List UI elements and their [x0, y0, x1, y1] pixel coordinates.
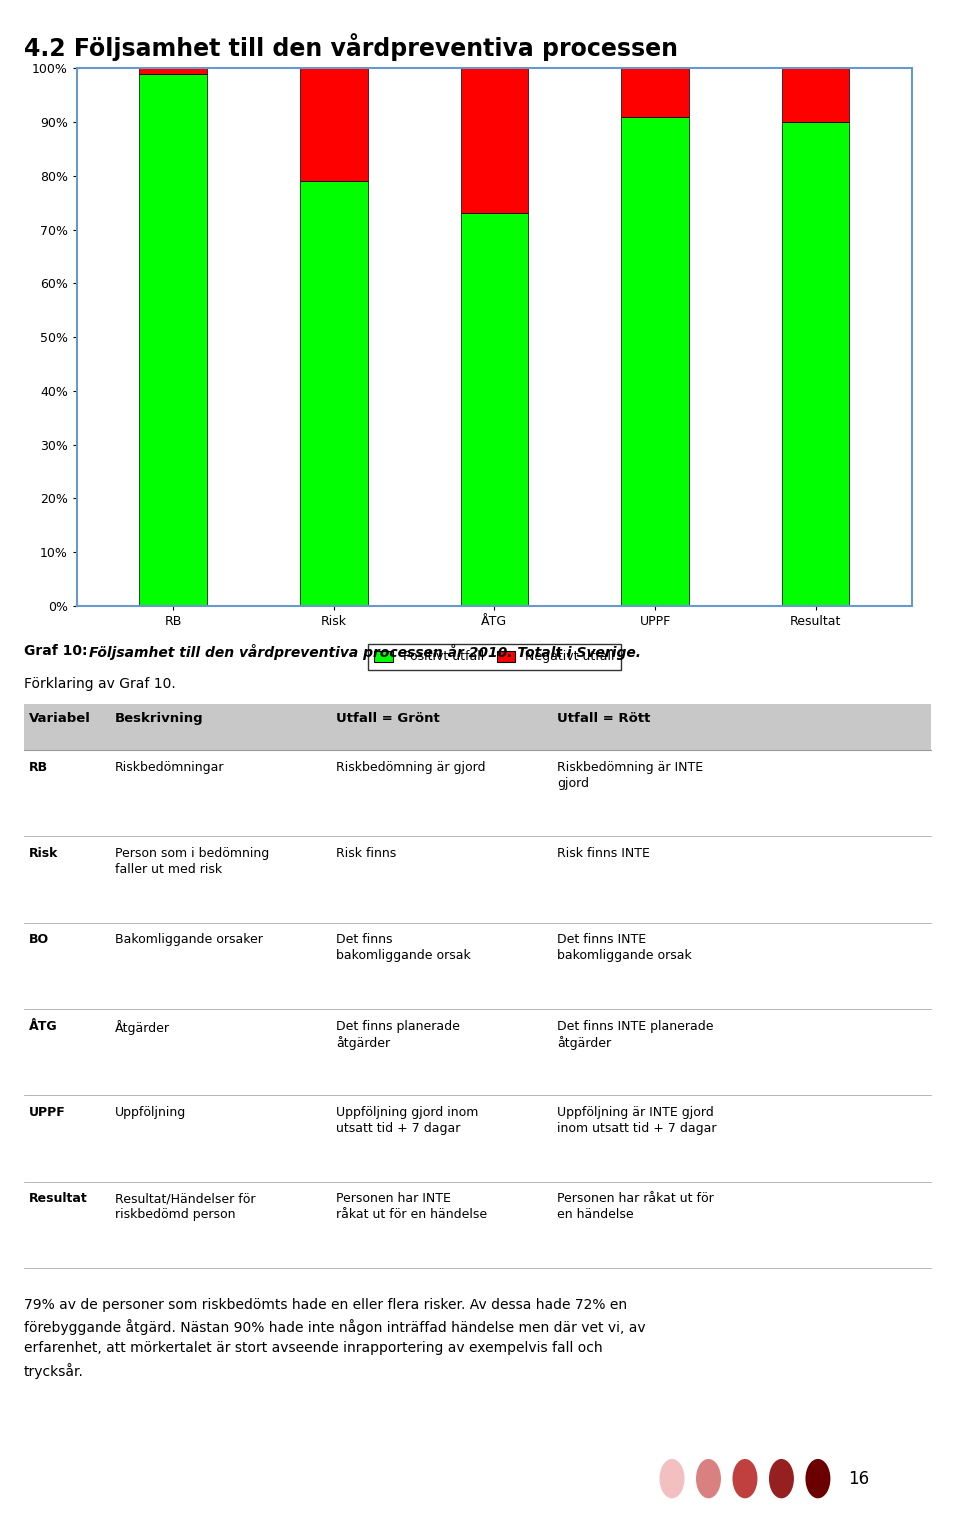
- Text: 79% av de personer som riskbedömts hade en eller flera risker. Av dessa hade 72%: 79% av de personer som riskbedömts hade …: [24, 1298, 646, 1379]
- Bar: [461, 68, 528, 214]
- Bar: [781, 123, 850, 606]
- Text: Riskbedömningar: Riskbedömningar: [115, 761, 225, 774]
- Text: Utfall = Rött: Utfall = Rött: [557, 712, 650, 726]
- Text: Det finns INTE planerade
åtgärder: Det finns INTE planerade åtgärder: [557, 1020, 713, 1050]
- Text: Det finns
bakomliggande orsak: Det finns bakomliggande orsak: [336, 933, 470, 962]
- Text: Förklaring av Graf 10.: Förklaring av Graf 10.: [24, 677, 176, 691]
- Text: Åtgärder: Åtgärder: [115, 1020, 170, 1035]
- Bar: [139, 68, 207, 74]
- Text: Följsamhet till den vårdpreventiva processen år 2010. Totalt i Sverige.: Följsamhet till den vårdpreventiva proce…: [89, 644, 641, 661]
- Text: Person som i bedömning
faller ut med risk: Person som i bedömning faller ut med ris…: [115, 847, 270, 876]
- Bar: [621, 117, 688, 606]
- Text: UPPF: UPPF: [29, 1106, 65, 1120]
- Text: Riskbedömning är gjord: Riskbedömning är gjord: [336, 761, 486, 774]
- Text: Uppföljning: Uppföljning: [115, 1106, 186, 1120]
- Text: BO: BO: [29, 933, 49, 947]
- Text: Risk: Risk: [29, 847, 59, 861]
- Legend: Positivt utfall, Negativt utfall: Positivt utfall, Negativt utfall: [368, 644, 621, 670]
- Bar: [781, 68, 850, 123]
- Text: ÅTG: ÅTG: [29, 1020, 58, 1033]
- Text: RB: RB: [29, 761, 48, 774]
- Bar: [300, 68, 368, 182]
- Text: Uppföljning gjord inom
utsatt tid + 7 dagar: Uppföljning gjord inom utsatt tid + 7 da…: [336, 1106, 478, 1135]
- Text: Beskrivning: Beskrivning: [115, 712, 204, 726]
- Text: Resultat/Händelser för
riskbedömd person: Resultat/Händelser för riskbedömd person: [115, 1192, 255, 1221]
- Text: Riskbedömning är INTE
gjord: Riskbedömning är INTE gjord: [557, 761, 703, 789]
- Bar: [300, 182, 368, 606]
- Text: Graf 10:: Graf 10:: [24, 644, 92, 658]
- Text: Variabel: Variabel: [29, 712, 90, 726]
- Text: Utfall = Grönt: Utfall = Grönt: [336, 712, 440, 726]
- Text: Resultat: Resultat: [29, 1192, 87, 1206]
- Text: Det finns INTE
bakomliggande orsak: Det finns INTE bakomliggande orsak: [557, 933, 691, 962]
- Bar: [621, 68, 688, 117]
- Text: 4.2 Följsamhet till den vårdpreventiva processen: 4.2 Följsamhet till den vårdpreventiva p…: [24, 33, 678, 61]
- Text: Risk finns: Risk finns: [336, 847, 396, 861]
- Text: Uppföljning är INTE gjord
inom utsatt tid + 7 dagar: Uppföljning är INTE gjord inom utsatt ti…: [557, 1106, 716, 1135]
- Text: 16: 16: [848, 1470, 869, 1488]
- Text: Personen har INTE
råkat ut för en händelse: Personen har INTE råkat ut för en händel…: [336, 1192, 487, 1221]
- Bar: [139, 74, 207, 606]
- Text: Personen har råkat ut för
en händelse: Personen har råkat ut för en händelse: [557, 1192, 713, 1221]
- Text: Bakomliggande orsaker: Bakomliggande orsaker: [115, 933, 263, 947]
- Text: Risk finns INTE: Risk finns INTE: [557, 847, 650, 861]
- Text: Det finns planerade
åtgärder: Det finns planerade åtgärder: [336, 1020, 460, 1050]
- Bar: [461, 214, 528, 606]
